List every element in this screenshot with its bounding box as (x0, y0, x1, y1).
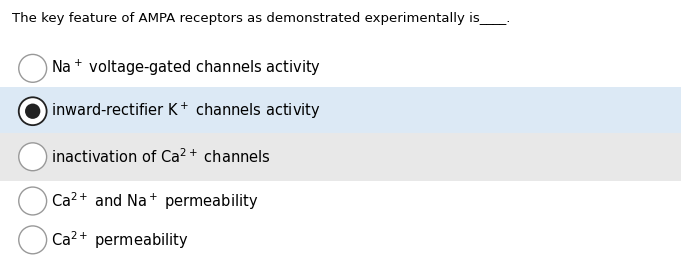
Bar (0, 87, 681, 135)
Text: $\mathrm{Ca^{2+}}$ and $\mathrm{Na^+}$ permeability: $\mathrm{Ca^{2+}}$ and $\mathrm{Na^+}$ p… (51, 190, 258, 212)
Bar (0, 133, 681, 181)
Ellipse shape (19, 187, 46, 215)
Text: The key feature of AMPA receptors as demonstrated experimentally is____.: The key feature of AMPA receptors as dem… (12, 12, 511, 25)
Text: $\mathrm{inactivation\ of\ Ca^{2+}}$ channels: $\mathrm{inactivation\ of\ Ca^{2+}}$ cha… (51, 147, 271, 166)
Ellipse shape (25, 103, 40, 119)
Ellipse shape (19, 97, 46, 125)
Text: $\mathrm{inward\text{-}rectifier\ K^+}$ channels activity: $\mathrm{inward\text{-}rectifier\ K^+}$ … (51, 101, 321, 121)
Text: $\mathrm{Na^+}$ voltage-gated channels activity: $\mathrm{Na^+}$ voltage-gated channels a… (51, 58, 321, 79)
Ellipse shape (19, 226, 46, 254)
Ellipse shape (19, 143, 46, 171)
Ellipse shape (19, 54, 46, 82)
Text: $\mathrm{Ca^{2+}}$ permeability: $\mathrm{Ca^{2+}}$ permeability (51, 229, 189, 251)
